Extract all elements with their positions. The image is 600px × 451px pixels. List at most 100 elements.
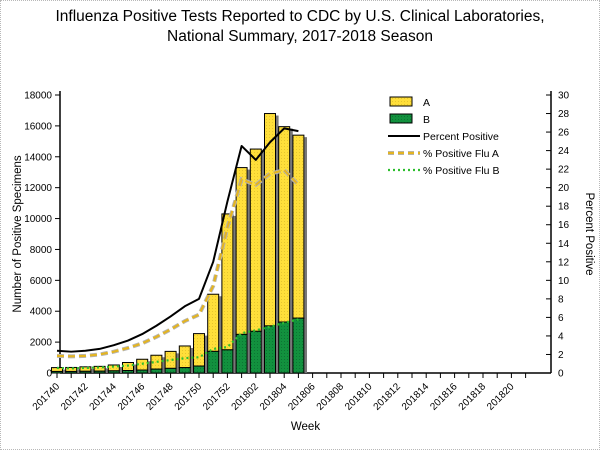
y-right-tick-label: 26	[558, 128, 570, 139]
line-percent-positive	[56, 127, 299, 353]
chart-title-line2: National Summary, 2017-2018 Season	[167, 28, 433, 46]
y-left-axis-title: Number of Positive Specimens	[12, 155, 24, 312]
x-tick-label: 201752	[201, 381, 233, 413]
x-tick-label: 201808	[315, 381, 347, 413]
x-tick-label: 201740	[31, 381, 63, 413]
legend-swatch-a	[389, 96, 413, 107]
x-tick-label: 201742	[59, 381, 91, 413]
x-tick-label: 201810	[343, 381, 375, 413]
y-left-tick-label: 10000	[24, 214, 52, 225]
bar-shadow	[190, 347, 194, 373]
bar-shadow	[176, 353, 180, 373]
y-left-tick-label: 12000	[24, 183, 52, 194]
y-left-tick-label: 18000	[24, 91, 52, 102]
bar-flu-a-201803	[264, 113, 276, 327]
x-tick-label: 201812	[372, 381, 404, 413]
bar-flu-a-201805	[292, 134, 305, 319]
legend-label: A	[423, 97, 430, 109]
bar-shadow	[148, 361, 151, 373]
y-left-tick-label: 4000	[30, 307, 53, 318]
bar-shadow	[162, 357, 165, 373]
x-tick-label: 201746	[116, 381, 148, 413]
bar-flu-a-201750	[193, 333, 205, 367]
x-tick-label: 201802	[230, 381, 262, 413]
y-right-tick-label: 28	[558, 109, 570, 120]
y-right-tick-label: 30	[558, 91, 570, 102]
bar-flu-b-201745	[122, 370, 134, 374]
y-right-tick-label: 10	[558, 276, 570, 287]
y-right-tick-label: 14	[558, 239, 570, 250]
line-pct-flu-b	[56, 318, 299, 370]
bar-shadow	[134, 364, 137, 373]
y-right-tick-label: 8	[558, 294, 564, 305]
x-tick-label: 201744	[88, 381, 120, 413]
bar-shadow	[205, 335, 208, 373]
y-right-tick-label: 12	[558, 257, 570, 268]
y-right-tick-label: 24	[558, 146, 570, 157]
chart-title: Influenza Positive Tests Reported to CDC…	[1, 7, 599, 47]
x-tick-label: 201748	[144, 381, 176, 413]
bar-flu-a-201802	[249, 148, 262, 332]
y-right-tick-label: 16	[558, 220, 570, 231]
x-tick-label: 201818	[457, 381, 489, 413]
x-axis-title: Week	[291, 421, 320, 433]
y-right-tick-label: 0	[558, 369, 564, 380]
legend-label: B	[423, 114, 430, 126]
bar-flu-b-201743	[93, 370, 106, 374]
bar-shadow	[233, 215, 236, 373]
bar-flu-b-201802	[249, 330, 262, 374]
bar-shadow	[261, 151, 265, 373]
x-tick-label: 201806	[286, 381, 318, 413]
bar-flu-b-201752	[221, 349, 234, 374]
bar-shadow	[290, 128, 293, 373]
y-left-tick-label: 14000	[24, 152, 52, 163]
x-tick-label: 201750	[173, 381, 205, 413]
bar-flu-b-201805	[292, 317, 305, 374]
y-right-tick-label: 4	[558, 331, 564, 342]
bar-flu-b-201746	[136, 369, 149, 374]
legend-label: % Positive Flu B	[423, 165, 499, 177]
bar-flu-a-201749	[178, 345, 191, 369]
bar-flu-b-201740	[51, 370, 63, 374]
bar-flu-b-201747	[150, 368, 163, 374]
y-right-tick-label: 6	[558, 313, 564, 324]
bar-shadow	[105, 368, 109, 373]
bar-shadow	[63, 369, 66, 373]
x-tick-label: 201820	[485, 381, 517, 413]
y-right-axis-title: Percent Positive	[583, 192, 595, 275]
bar-shadow	[77, 369, 80, 373]
x-tick-label: 201816	[428, 381, 460, 413]
bar-flu-b-201742	[79, 370, 92, 374]
y-right-tick-label: 20	[558, 183, 570, 194]
bar-shadow	[219, 296, 222, 373]
bar-flu-b-201751	[207, 350, 220, 374]
bar-flu-b-201750	[193, 365, 205, 374]
y-left-tick-label: 2000	[30, 338, 53, 349]
legend-label: Percent Positive	[423, 131, 499, 143]
legend-swatch-b	[389, 113, 413, 124]
bar-flu-b-201748	[164, 367, 177, 374]
y-left-tick-label: 0	[46, 369, 52, 380]
y-left-tick-label: 8000	[30, 245, 53, 256]
y-left-tick-label: 16000	[24, 121, 52, 132]
bar-flu-b-201803	[264, 325, 276, 374]
bar-shadow	[119, 366, 123, 373]
y-right-tick-label: 18	[558, 202, 570, 213]
line-pct-flu-a	[56, 168, 300, 358]
x-tick-label: 201814	[400, 381, 432, 413]
y-right-tick-label: 2	[558, 350, 564, 361]
bar-flu-b-201744	[107, 370, 120, 374]
bar-flu-b-201801	[235, 333, 248, 374]
x-tick-label: 201804	[258, 381, 290, 413]
bar-flu-a-201804	[278, 126, 291, 323]
y-right-tick-label: 22	[558, 165, 570, 176]
bar-flu-b-201804	[278, 321, 291, 374]
bar-shadow	[276, 115, 279, 374]
bar-shadow	[304, 137, 307, 373]
bar-flu-a-201742	[79, 366, 92, 372]
legend-label: % Positive Flu A	[423, 148, 499, 160]
chart-title-line1: Influenza Positive Tests Reported to CDC…	[55, 8, 545, 25]
bar-flu-b-201741	[65, 370, 78, 374]
